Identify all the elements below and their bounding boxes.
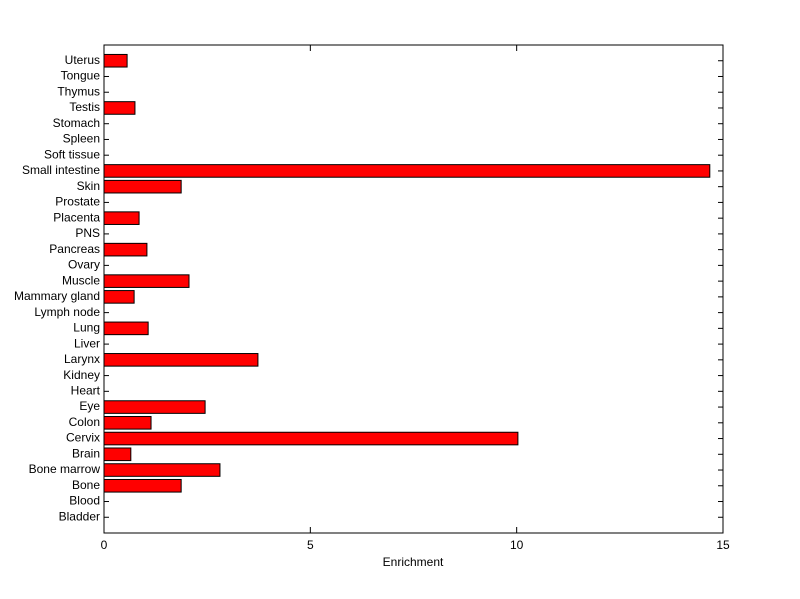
y-tick-label: Small intestine: [22, 163, 100, 177]
x-tick-label: 15: [716, 538, 730, 552]
y-tick-label: Lung: [73, 321, 100, 335]
y-tick-label: Cervix: [66, 431, 100, 445]
y-tick-label: Larynx: [64, 352, 100, 366]
y-tick-label: Tongue: [61, 69, 101, 83]
y-tick-label: Ovary: [68, 258, 100, 272]
y-tick-label: Soft tissue: [44, 147, 100, 161]
y-tick-label: Uterus: [65, 53, 100, 67]
y-tick-label: Liver: [74, 336, 100, 350]
y-tick-label: Lymph node: [34, 305, 100, 319]
bar: [103, 101, 136, 115]
bar: [103, 53, 128, 68]
bar: [103, 400, 206, 414]
x-tick-label: 0: [101, 538, 108, 552]
y-tick-label: Prostate: [55, 195, 100, 209]
y-tick-label: PNS: [75, 226, 100, 240]
bar: [103, 353, 259, 367]
y-tick-label: Spleen: [63, 132, 100, 146]
x-tick-label: 5: [307, 538, 314, 552]
y-tick-label: Bone: [72, 478, 100, 492]
y-tick-label: Pancreas: [49, 242, 100, 256]
y-tick-label: Bone marrow: [29, 462, 101, 476]
bar: [103, 274, 190, 288]
bar: [103, 431, 519, 446]
y-tick-label: Stomach: [53, 116, 100, 130]
bar: [103, 290, 135, 304]
y-tick-label: Colon: [69, 415, 100, 429]
bar: [103, 179, 182, 194]
y-tick-label: Muscle: [62, 273, 100, 287]
x-axis-label: Enrichment: [383, 555, 444, 569]
x-tick-label: 10: [510, 538, 524, 552]
y-tick-label: Heart: [71, 383, 101, 397]
bar: [103, 211, 140, 225]
y-tick-label: Bladder: [59, 509, 100, 523]
bar: [103, 321, 149, 336]
bar: [103, 416, 152, 430]
y-tick-label: Skin: [77, 179, 100, 193]
y-tick-label: Testis: [69, 100, 100, 114]
y-tick-label: Thymus: [57, 84, 100, 98]
bar: [103, 478, 182, 493]
bar: [103, 242, 148, 257]
plot-frame: [103, 44, 724, 534]
bar: [103, 447, 132, 462]
y-tick-label: Placenta: [53, 210, 100, 224]
y-tick-label: Blood: [69, 494, 100, 508]
y-tick-label: Brain: [72, 446, 100, 460]
y-tick-label: Mammary gland: [14, 289, 100, 303]
bar: [103, 164, 711, 178]
y-tick-label: Eye: [79, 399, 100, 413]
y-tick-label: Kidney: [63, 368, 100, 382]
bar: [103, 463, 221, 477]
